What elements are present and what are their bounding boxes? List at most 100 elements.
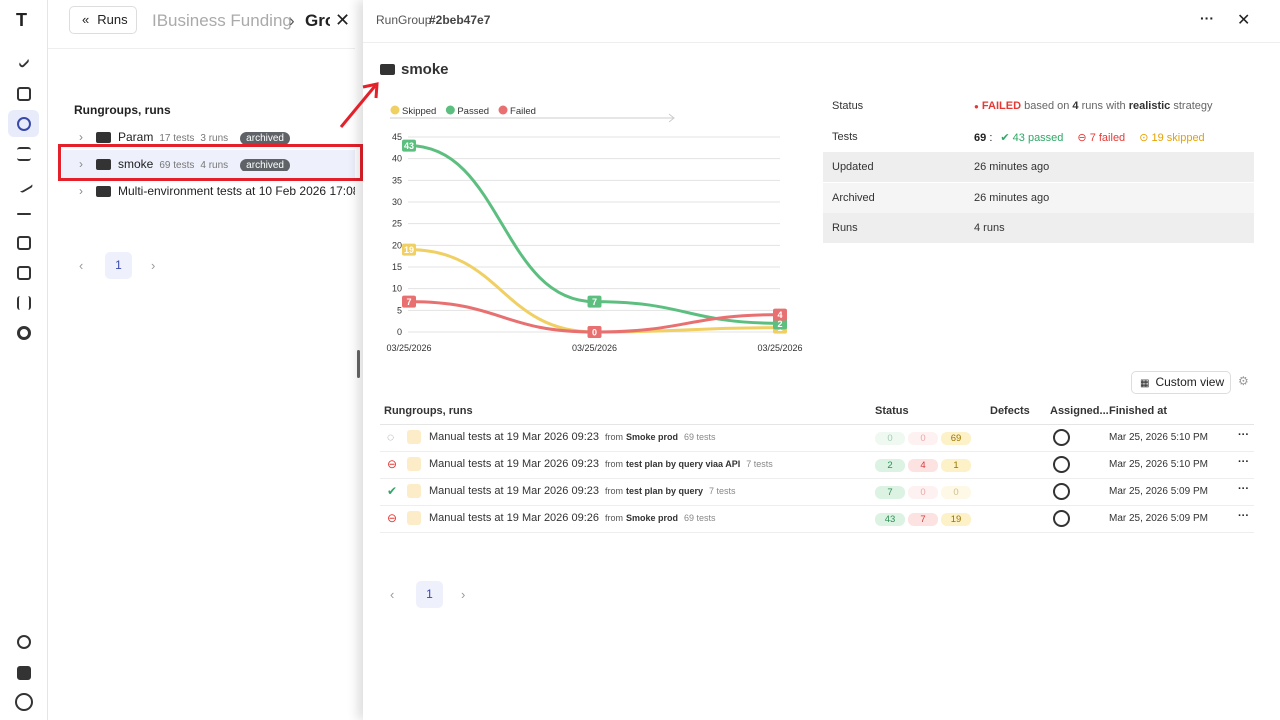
prev-page[interactable]: ‹ [390,587,395,602]
status-value: ● FAILED based on 4 runs with realistic … [974,100,1213,112]
close-button[interactable]: ✕ [330,5,355,35]
next-page[interactable]: › [151,258,156,273]
run-from: from [605,432,623,442]
run-title[interactable]: Manual tests at 19 Mar 2026 09:26 from Smo… [429,512,716,524]
assignee-avatar [1053,510,1070,527]
chevron[interactable]: › [79,184,83,198]
item-badge: archived [240,159,290,171]
details-row [823,183,1254,214]
run-name: Manual tests at 19 Mar 2026 09:26 [429,512,599,524]
row-menu[interactable]: ··· [1238,510,1249,522]
data-label: 0 [592,328,597,338]
run-source: Smoke prod [626,513,679,523]
nav-icon[interactable] [17,296,31,310]
status-icon: ◌ [387,430,395,444]
series-line [408,144,781,325]
details-row [823,91,1254,122]
resize-handle[interactable] [357,350,360,378]
user-icon[interactable] [15,693,33,711]
run-source: test plan by query viaa API [626,459,741,469]
run-name: Manual tests at 19 Mar 2026 09:23 [429,485,599,497]
run-tests: 7 tests [709,486,736,496]
data-label-bg [587,326,602,338]
row-menu[interactable]: ··· [1238,483,1249,495]
details-label: Tests [832,131,858,143]
run-icon [407,484,421,498]
page-button[interactable]: 1 [105,252,132,279]
back-label: Runs [97,12,128,27]
data-label: 2 [777,319,782,329]
y-tick-label: 40 [392,154,402,164]
y-tick-label: 20 [392,240,402,250]
custom-view-button[interactable]: ▦ Custom view [1131,371,1231,394]
tree-item[interactable]: Param 17 tests 3 runs archived [118,130,355,144]
nav-icon[interactable] [17,266,31,280]
run-title[interactable]: Manual tests at 19 Mar 2026 09:23 from tes… [429,485,736,497]
nav-icon[interactable] [17,147,31,161]
nav-icon[interactable] [17,56,31,69]
close-panel[interactable]: ✕ [1237,12,1251,29]
folder-icon[interactable] [17,666,31,680]
status-text: strategy [1173,100,1213,112]
page-button[interactable]: 1 [416,581,443,608]
item-tests: 69 tests [159,160,195,171]
tree-item[interactable]: smoke 69 tests 4 runs archived [118,157,355,171]
y-tick-label: 5 [397,305,402,315]
more-button[interactable]: ··· [1200,10,1214,26]
nav-icon[interactable] [17,236,31,250]
nav-icon[interactable] [17,326,31,340]
run-title[interactable]: Manual tests at 19 Mar 2026 09:23 from tes… [429,458,773,470]
annotation-box [58,144,363,181]
back-button[interactable]: «Runs [69,6,137,34]
legend-dot [390,105,400,115]
nav-icon[interactable] [17,117,31,131]
table-header: Rungroups, runs [384,405,473,417]
archived-value: 26 minutes ago [974,192,1050,204]
chevron[interactable]: › [79,157,83,171]
row-menu[interactable]: ··· [1238,429,1249,441]
tree-item[interactable]: Multi-environment tests at 10 Feb 2026 1… [118,184,355,198]
status-icon: ⊖ [387,457,398,471]
item-badge: archived [240,132,290,144]
breadcrumb-current: Gro [305,11,330,30]
tests-passed: 43 passed [1012,132,1064,144]
details-label: Updated [832,161,874,173]
assignee-avatar [1053,483,1070,500]
run-title[interactable]: Manual tests at 19 Mar 2026 09:23 from Smo… [429,431,716,443]
data-label-bg [402,295,416,308]
next-page[interactable]: › [461,587,466,602]
y-tick-label: 30 [392,197,402,207]
assignee-avatar [1053,429,1070,446]
chevron[interactable]: › [79,130,83,144]
panel-label: RunGroup [376,13,432,27]
count-pill: 2 [875,459,905,472]
legend-rule [668,113,675,123]
status-runs: 4 [1072,100,1079,112]
table-header: Status [875,405,909,417]
row-menu[interactable]: ··· [1238,456,1249,468]
run-tests: 69 tests [684,513,716,523]
annotation-arrow [339,82,379,128]
folder-icon [96,186,111,197]
legend-dot [445,105,455,115]
item-name: Param [118,130,154,144]
nav-icon[interactable] [17,87,31,101]
assignee-avatar [1053,456,1070,473]
prev-page[interactable]: ‹ [79,258,84,273]
table-divider [380,424,1254,425]
count-pill: 1 [941,459,971,472]
settings-icon[interactable]: ⚙ [1238,374,1249,388]
nav-icon[interactable] [14,174,34,194]
panel-title: smoke [401,61,449,78]
help-icon[interactable] [17,635,31,649]
tests-value: 69 : ✔ 43 passed ⊖ 7 failed ⊙ 19 skipped [974,132,1205,144]
data-label-bg [402,243,416,256]
legend-label: Failed [510,106,536,117]
status-strategy: realistic [1128,100,1171,112]
y-tick-label: 0 [397,327,402,337]
breadcrumb-project[interactable]: IBusiness Funding [152,11,292,30]
nav-icon[interactable] [17,213,31,215]
finished-at: Mar 25, 2026 5:09 PM [1109,513,1208,524]
logo[interactable]: T [16,10,27,30]
